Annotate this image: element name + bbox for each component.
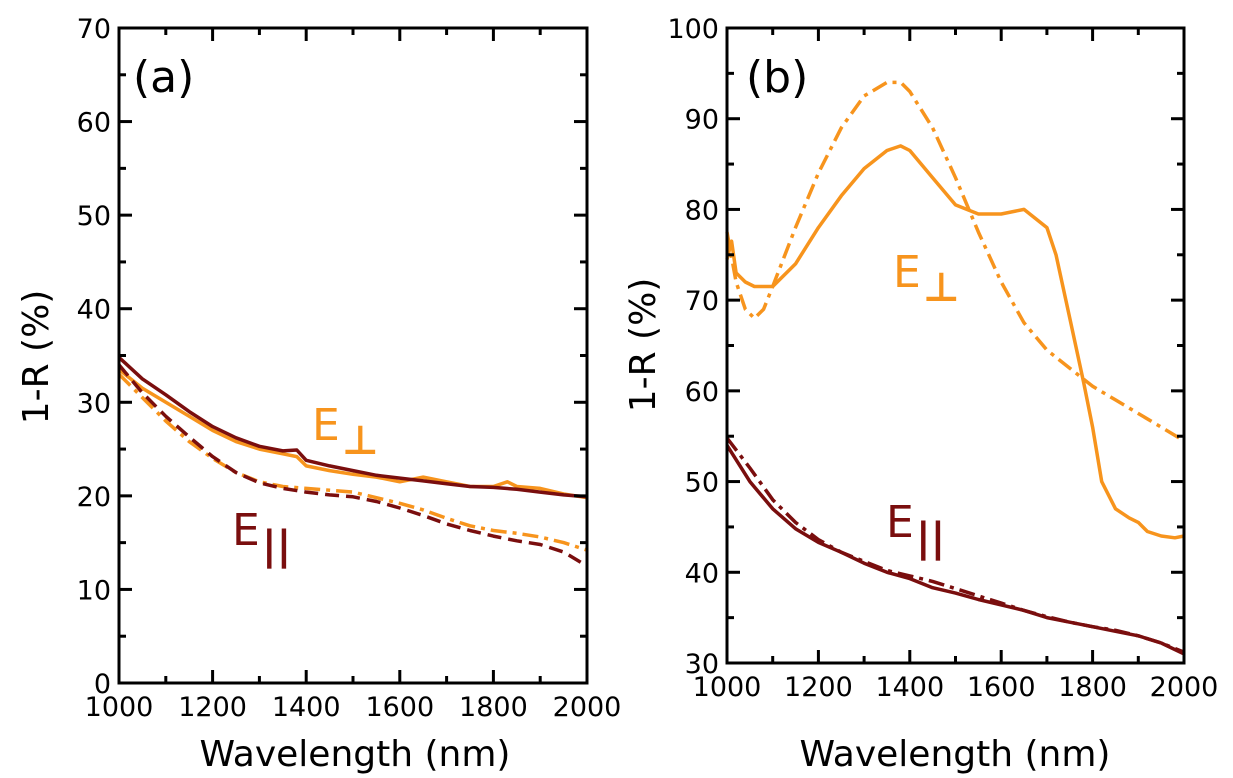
y-tick-label: 40	[77, 295, 111, 326]
annotation-base: E	[893, 247, 921, 298]
panel-label: (a)	[133, 52, 194, 103]
series-line-dark_red-dashdot	[725, 436, 1185, 654]
annotation-e-parallel: E ||	[886, 497, 945, 562]
panel-label: (b)	[746, 52, 808, 103]
x-tick-label: 2000	[1150, 672, 1219, 703]
x-tick-label: 1000	[693, 672, 762, 703]
y-tick-label: 40	[685, 558, 719, 589]
x-tick-label: 1800	[459, 692, 528, 723]
y-tick-label: 30	[685, 649, 719, 680]
annotation-e-parallel: E ||	[232, 505, 291, 570]
annotation-subscript: ||	[262, 523, 291, 570]
plot-frame	[725, 26, 1186, 665]
series-line-dark_red-solid	[117, 356, 588, 499]
y-tick-label: 30	[77, 388, 111, 419]
x-tick-label: 2000	[553, 692, 622, 723]
annotation-base: E	[232, 505, 260, 556]
panel-b: 1000 1200 1400 1600 1800 2000 30 40 50 60 70 80 90 10…	[623, 14, 1218, 775]
x-tick-label: 1000	[85, 692, 154, 723]
series-line-orange-dashdot	[117, 372, 588, 552]
y-tick-label: 50	[685, 468, 719, 499]
y-tick-label: 70	[685, 286, 719, 317]
annotation-base: E	[312, 400, 340, 451]
x-tick-label: 1600	[365, 692, 434, 723]
y-axis-title: 1-R (%)	[16, 290, 57, 425]
series-line-orange-solid	[117, 368, 588, 500]
series-line-dark_red-dashed	[117, 363, 588, 568]
y-tick-label: 50	[77, 201, 111, 232]
x-axis-title: Wavelength (nm)	[200, 734, 511, 775]
annotation-e-perp: E ⊥	[893, 247, 960, 311]
x-tick-label: 1400	[875, 672, 944, 703]
x-axis-title: Wavelength (nm)	[800, 734, 1111, 775]
series-line-orange-solid	[725, 144, 1185, 540]
y-tick-label: 60	[685, 377, 719, 408]
y-tick-label: 100	[667, 14, 719, 45]
y-tick-label: 20	[77, 482, 111, 513]
y-tick-label: 0	[94, 669, 111, 700]
y-tick-label: 80	[685, 195, 719, 226]
annotation-e-perp: E ⊥	[312, 400, 379, 464]
annotation-subscript: ⊥	[923, 265, 960, 311]
x-tick-label: 1800	[1058, 672, 1127, 703]
y-axis-title: 1-R (%)	[623, 278, 664, 413]
annotation-base: E	[886, 497, 914, 548]
y-tick-label: 60	[77, 108, 111, 139]
series-line-orange-dashdot	[725, 80, 1185, 443]
plot-frame	[117, 26, 589, 685]
annotation-subscript: ⊥	[342, 418, 379, 464]
x-tick-label: 1400	[272, 692, 341, 723]
y-tick-label: 90	[685, 105, 719, 136]
y-tick-label: 10	[77, 575, 111, 606]
series-line-dark_red-solid	[725, 444, 1185, 656]
x-tick-label: 1600	[967, 672, 1036, 703]
annotation-subscript: ||	[916, 515, 945, 562]
x-tick-label: 1200	[178, 692, 247, 723]
panel-a: 1000 1200 1400 1600 1800 2000 0 10 20 30 40 50 60 70 W…	[16, 14, 621, 775]
y-tick-label: 70	[77, 14, 111, 45]
x-tick-label: 1200	[784, 672, 853, 703]
